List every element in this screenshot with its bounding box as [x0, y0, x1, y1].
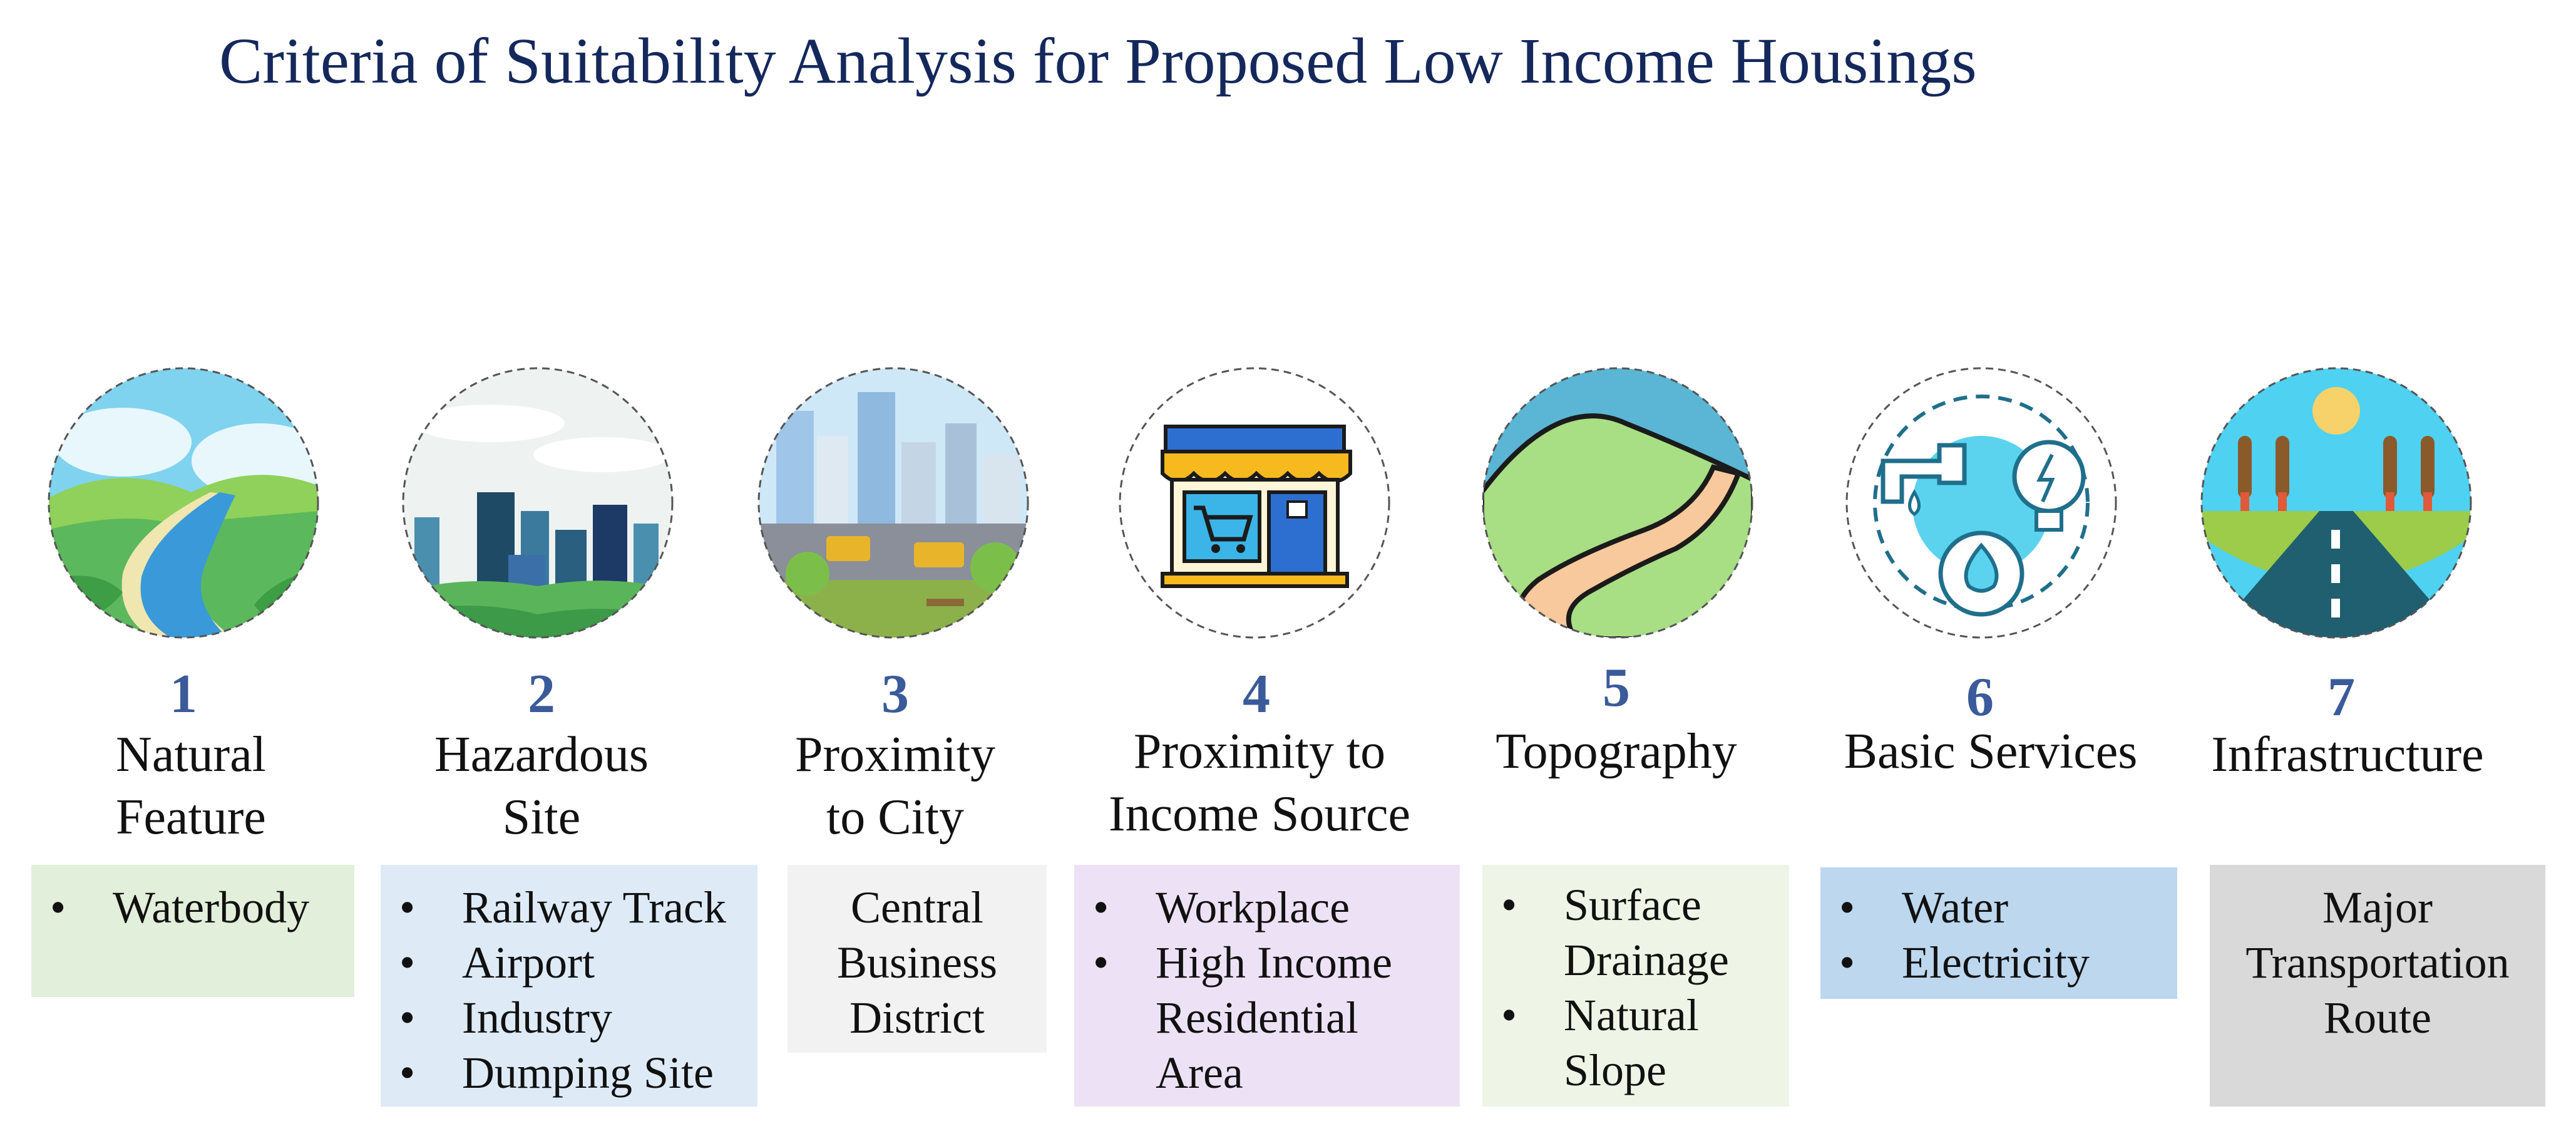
list-item: Dumping Site	[381, 1045, 757, 1100]
criterion-label: Hazardous Site	[416, 723, 667, 849]
label-line: Hazardous	[434, 727, 649, 782]
box-line: District	[849, 993, 985, 1043]
criterion-box: Workplace High Income Residential Area	[1074, 865, 1460, 1107]
list-item: High Income Residential Area	[1074, 935, 1400, 1100]
label-line: Feature	[116, 790, 266, 845]
label-line: Natural	[116, 727, 266, 782]
criterion-number: 5	[1603, 658, 1630, 718]
criterion-number: 7	[2327, 667, 2355, 728]
box-line: Business	[836, 938, 998, 988]
criterion-label: Proximity to Income Source	[1097, 720, 1422, 845]
label-line: Infrastructure	[2211, 727, 2484, 782]
criterion-box: Major Transportation Route	[2210, 865, 2545, 1107]
shop-storefront-icon	[1119, 367, 1390, 639]
label-line: Site	[502, 790, 581, 845]
list-item: Railway Track	[381, 880, 757, 935]
label-line: Income Source	[1108, 787, 1411, 842]
list-item: Surface Drainage	[1482, 877, 1758, 988]
criterion-box: Railway Track Airport Industry Dumping S…	[381, 865, 757, 1107]
criterion-box: Water Electricity	[1820, 867, 2177, 999]
list-item: Airport	[381, 935, 757, 990]
box-line: Transportation	[2245, 938, 2510, 988]
list-item: Waterbody	[31, 880, 354, 935]
criterion-label: Topography	[1472, 720, 1760, 783]
utilities-icon	[1845, 367, 2117, 639]
criterion-box: Surface Drainage Natural Slope	[1482, 865, 1789, 1107]
city-skyline-icon	[402, 367, 674, 639]
label-line: Proximity to	[1133, 724, 1386, 779]
criterion-label: Basic Services	[1819, 720, 2163, 783]
criterion-number: 6	[1966, 667, 1994, 728]
criterion-label: Proximity to City	[764, 723, 1027, 849]
criterion-label: Infrastructure	[2194, 723, 2501, 786]
box-line: Major	[2322, 882, 2433, 932]
road-icon	[2200, 367, 2472, 639]
diagram-title: Criteria of Suitability Analysis for Pro…	[219, 25, 1977, 97]
list-item: Industry	[381, 990, 757, 1045]
label-line: Topography	[1496, 724, 1737, 779]
box-line: Central	[851, 882, 983, 932]
criterion-box: Waterbody	[31, 865, 354, 997]
landscape-river-icon	[48, 367, 319, 639]
criterion-box: Central Business District	[788, 865, 1047, 1053]
criterion-label: Natural Feature	[63, 723, 319, 849]
criterion-number: 4	[1243, 664, 1270, 725]
label-line: to City	[826, 790, 965, 845]
list-item: Electricity	[1820, 935, 2177, 990]
list-item: Natural Slope	[1482, 988, 1758, 1098]
city-construction-icon	[757, 367, 1029, 639]
criterion-number: 1	[170, 664, 197, 725]
list-item: Workplace	[1074, 880, 1400, 935]
label-line: Basic Services	[1844, 724, 2138, 779]
box-line: Route	[2324, 993, 2431, 1043]
label-line: Proximity	[794, 727, 996, 782]
hill-road-icon	[1482, 367, 1753, 639]
criterion-number: 3	[881, 664, 909, 725]
list-item: Water	[1820, 880, 2177, 935]
criterion-number: 2	[528, 664, 555, 725]
